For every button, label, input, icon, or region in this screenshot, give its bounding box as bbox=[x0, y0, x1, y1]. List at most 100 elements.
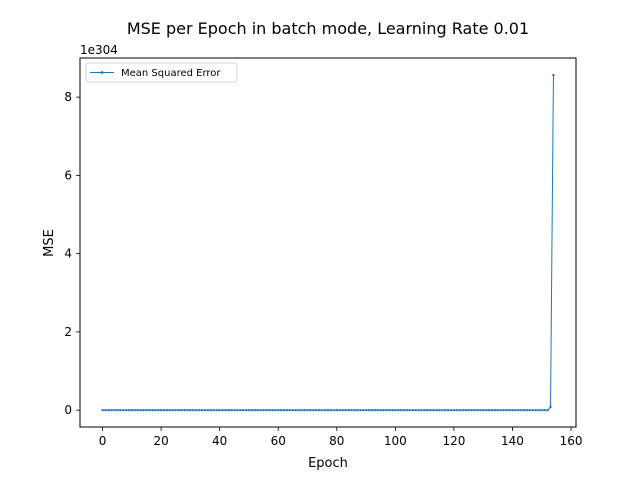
data-point bbox=[200, 408, 204, 412]
data-point bbox=[195, 408, 198, 412]
data-point bbox=[209, 408, 213, 412]
data-point bbox=[534, 408, 538, 412]
data-point bbox=[279, 408, 283, 412]
data-point bbox=[455, 408, 459, 412]
data-point bbox=[388, 408, 391, 412]
data-point bbox=[326, 408, 330, 412]
x-tick-label: 60 bbox=[271, 434, 286, 448]
data-point bbox=[402, 408, 406, 412]
data-point bbox=[312, 408, 315, 412]
data-point bbox=[118, 408, 122, 412]
data-point bbox=[517, 408, 520, 412]
data-point bbox=[347, 408, 350, 412]
data-point bbox=[159, 408, 163, 412]
data-point bbox=[432, 408, 435, 412]
data-point bbox=[370, 408, 374, 412]
data-point bbox=[218, 408, 221, 412]
data-point bbox=[359, 408, 362, 412]
data-point bbox=[499, 408, 502, 412]
data-point bbox=[464, 408, 467, 412]
data-point bbox=[227, 408, 230, 412]
data-point bbox=[148, 408, 151, 412]
data-point bbox=[405, 408, 409, 412]
data-point bbox=[435, 408, 438, 412]
y-tick-label: 4 bbox=[64, 247, 72, 261]
data-point bbox=[528, 408, 532, 412]
data-point bbox=[397, 408, 400, 412]
data-point bbox=[426, 408, 429, 412]
data-point bbox=[487, 408, 491, 412]
data-point bbox=[376, 408, 379, 412]
data-point bbox=[502, 408, 505, 412]
data-point bbox=[233, 408, 236, 412]
data-point bbox=[262, 408, 265, 412]
data-point bbox=[212, 408, 216, 412]
data-point bbox=[139, 408, 142, 412]
data-point bbox=[203, 408, 207, 412]
data-point bbox=[142, 408, 145, 412]
x-tick-label: 120 bbox=[442, 434, 465, 448]
series-group bbox=[101, 74, 555, 412]
y-axis-label: MSE bbox=[42, 229, 57, 257]
data-point bbox=[522, 408, 526, 412]
x-tick-label: 80 bbox=[329, 434, 344, 448]
data-point bbox=[303, 408, 306, 412]
data-point bbox=[505, 408, 508, 412]
data-point bbox=[192, 408, 195, 412]
legend: Mean Squared Error bbox=[85, 62, 238, 83]
data-point bbox=[268, 408, 271, 412]
data-point bbox=[183, 408, 186, 412]
data-point bbox=[473, 408, 476, 412]
data-point bbox=[127, 408, 131, 412]
data-point bbox=[549, 405, 552, 409]
data-point bbox=[186, 408, 189, 412]
x-tick-label: 20 bbox=[153, 434, 168, 448]
data-point bbox=[165, 408, 169, 412]
data-point bbox=[238, 408, 242, 412]
data-point bbox=[373, 408, 377, 412]
y-tick-label: 2 bbox=[64, 325, 72, 339]
data-point bbox=[484, 408, 488, 412]
data-point bbox=[379, 408, 382, 412]
data-point bbox=[171, 408, 175, 412]
data-point bbox=[335, 408, 338, 412]
data-point bbox=[291, 408, 295, 412]
data-point bbox=[508, 408, 511, 412]
data-point bbox=[382, 408, 385, 412]
data-point bbox=[514, 408, 517, 412]
data-point bbox=[115, 408, 119, 412]
data-point bbox=[546, 408, 549, 412]
data-point bbox=[329, 408, 333, 412]
data-point bbox=[189, 408, 192, 412]
legend-marker-swatch bbox=[100, 71, 104, 74]
data-point bbox=[271, 408, 274, 412]
data-point bbox=[162, 408, 166, 412]
data-point bbox=[277, 408, 280, 412]
data-point bbox=[104, 408, 107, 412]
data-point bbox=[274, 408, 277, 412]
data-point bbox=[525, 408, 529, 412]
data-point bbox=[318, 408, 321, 412]
data-point bbox=[206, 408, 210, 412]
data-point bbox=[417, 408, 420, 412]
data-point bbox=[154, 408, 157, 412]
data-point bbox=[130, 408, 134, 412]
data-point bbox=[101, 408, 104, 412]
data-point bbox=[265, 408, 268, 412]
data-point bbox=[247, 408, 251, 412]
data-point bbox=[244, 408, 248, 412]
plot-area: 0 20 40 60 80 100 120 140 160 0 2 4 6 8 bbox=[64, 57, 582, 448]
data-point bbox=[332, 408, 336, 412]
y-tick-label: 8 bbox=[64, 90, 72, 104]
data-point bbox=[443, 408, 447, 412]
data-point bbox=[356, 408, 359, 412]
data-point bbox=[174, 408, 177, 412]
data-point bbox=[391, 408, 394, 412]
data-point bbox=[259, 408, 262, 412]
data-point bbox=[350, 408, 353, 412]
axes-frame bbox=[79, 57, 577, 428]
data-point bbox=[121, 408, 125, 412]
data-point bbox=[338, 408, 341, 412]
data-point bbox=[110, 408, 113, 412]
